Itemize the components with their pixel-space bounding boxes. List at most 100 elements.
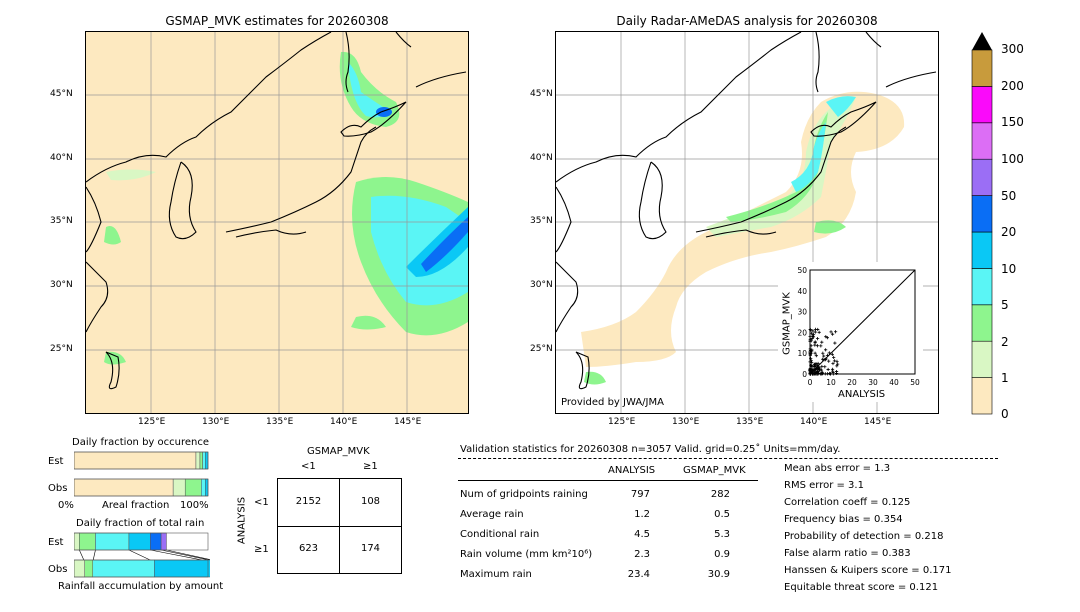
colorbar-box [971, 86, 993, 124]
contingency-row-label: ANALYSIS [236, 496, 248, 545]
contingency-cell-c: 623 [298, 543, 319, 554]
scatter-point [832, 355, 836, 359]
scatter-point [808, 337, 812, 341]
scatter-point [824, 335, 828, 339]
scatter-point [817, 366, 821, 370]
scatter-xtick: 40 [889, 378, 899, 387]
right-lat-35: 35°N [530, 216, 553, 226]
right-lat-30: 30°N [530, 280, 553, 290]
scatter-point [815, 336, 820, 341]
colorbar-box [971, 195, 993, 233]
contingency-grid: 2152 108 623 174 [277, 478, 402, 574]
right-lon-130: 130°E [672, 417, 700, 427]
validation-row-gsmap: 0.9 [714, 549, 730, 560]
fraction-rain-obs-label: Obs [48, 564, 68, 575]
scatter-point [826, 367, 830, 372]
fraction-segment [195, 451, 201, 470]
scatter-ytick: 40 [797, 287, 807, 296]
score-correlation: Correlation coeff = 0.125 [784, 497, 911, 508]
scatter-point [834, 330, 838, 334]
fraction-segment [199, 451, 203, 470]
contingency-cell-b: 108 [360, 496, 381, 507]
scatter-point [808, 328, 813, 332]
score-far: False alarm ratio = 0.383 [784, 548, 911, 559]
left-lat-45: 45°N [50, 89, 73, 99]
validation-row-label: Average rain [460, 509, 524, 520]
left-lon-125: 125°E [138, 417, 166, 427]
contingency-row-ge: ≥1 [254, 544, 269, 555]
right-lon-125: 125°E [608, 417, 636, 427]
scatter-point [815, 363, 819, 367]
scatter-xtick: 10 [826, 378, 836, 387]
scatter-point [809, 344, 813, 348]
scatter-ytick: 50 [797, 266, 807, 275]
scatter-point [808, 369, 812, 373]
scatter-point [830, 332, 835, 336]
fraction-connector [166, 549, 210, 560]
colorbar-label-0: 0 [1001, 407, 1009, 421]
right-lat-40: 40°N [530, 153, 553, 163]
scatter-point [808, 334, 812, 339]
scatter-point [834, 369, 839, 374]
fraction-bar-outline [74, 451, 209, 470]
score-mean-abs-error: Mean abs error = 1.3 [784, 463, 891, 474]
scatter-ytick: 30 [797, 308, 807, 317]
fraction-segment [92, 559, 155, 578]
score-ets: Equitable threat score = 0.121 [784, 582, 939, 593]
validation-row-gsmap: 0.5 [714, 509, 730, 520]
fraction-occurrence-bars [74, 451, 209, 497]
scatter-point [820, 371, 825, 376]
colorbar-label-100: 100 [1001, 152, 1024, 166]
colorbar-label-50: 50 [1001, 189, 1017, 203]
scatter-point [835, 364, 839, 368]
right-lon-145: 145°E [864, 417, 892, 427]
validation-row-analysis: 2.3 [634, 549, 650, 560]
scatter-point [810, 331, 814, 335]
left-lat-40: 40°N [50, 153, 73, 163]
scatter-ytick: 20 [797, 328, 807, 337]
scatter-point [819, 344, 823, 348]
left-map-title: GSMAP_MVK estimates for 20260308 [165, 14, 389, 28]
scatter-xtick: 0 [808, 378, 813, 387]
validation-col-analysis: ANALYSIS [608, 465, 656, 476]
left-lon-140: 140°E [330, 417, 358, 427]
fraction-occurrence-title: Daily fraction by occurence [72, 437, 210, 448]
colorbar-label-200: 200 [1001, 79, 1024, 93]
right-lat-25: 25°N [530, 344, 553, 354]
scatter-point [811, 335, 816, 339]
fraction-bar-outline [74, 532, 209, 551]
scatter-xtick: 30 [868, 378, 878, 387]
scatter-point [820, 340, 824, 344]
colorbar-box [971, 158, 993, 196]
left-map [85, 31, 469, 414]
fraction-rain-bars [74, 532, 210, 578]
right-lon-135: 135°E [736, 417, 764, 427]
scatter-ytick: 0 [802, 370, 807, 379]
scatter-point [818, 368, 822, 372]
scatter-point [831, 372, 835, 376]
left-lon-145: 145°E [394, 417, 422, 427]
scatter-point [813, 351, 817, 355]
fraction-occurrence-axis-mid: Areal fraction [102, 500, 170, 511]
score-frequency-bias: Frequency bias = 0.354 [784, 514, 903, 525]
fraction-occurrence-est-label: Est [48, 456, 64, 467]
colorbar-box [971, 304, 993, 342]
validation-row-gsmap: 282 [710, 489, 730, 500]
scatter-point [824, 348, 828, 352]
scatter-point [836, 362, 840, 366]
left-lat-30: 30°N [50, 280, 73, 290]
score-hk: Hanssen & Kuipers score = 0.171 [784, 565, 952, 576]
scatter-point [833, 341, 837, 345]
scatter-point [817, 330, 821, 334]
colorbar-box [971, 377, 993, 415]
scatter-ytick: 10 [797, 349, 807, 358]
scatter-point [822, 354, 826, 358]
contingency-cell-d: 174 [360, 543, 381, 554]
colorbar-label-1: 1 [1001, 371, 1009, 385]
scatter-point [813, 327, 818, 331]
scatter-point [813, 341, 817, 345]
score-pod: Probability of detection = 0.218 [784, 531, 944, 542]
fraction-segment [128, 532, 151, 551]
left-lat-25: 25°N [50, 344, 73, 354]
validation-header: Validation statistics for 20260308 n=305… [460, 444, 841, 455]
